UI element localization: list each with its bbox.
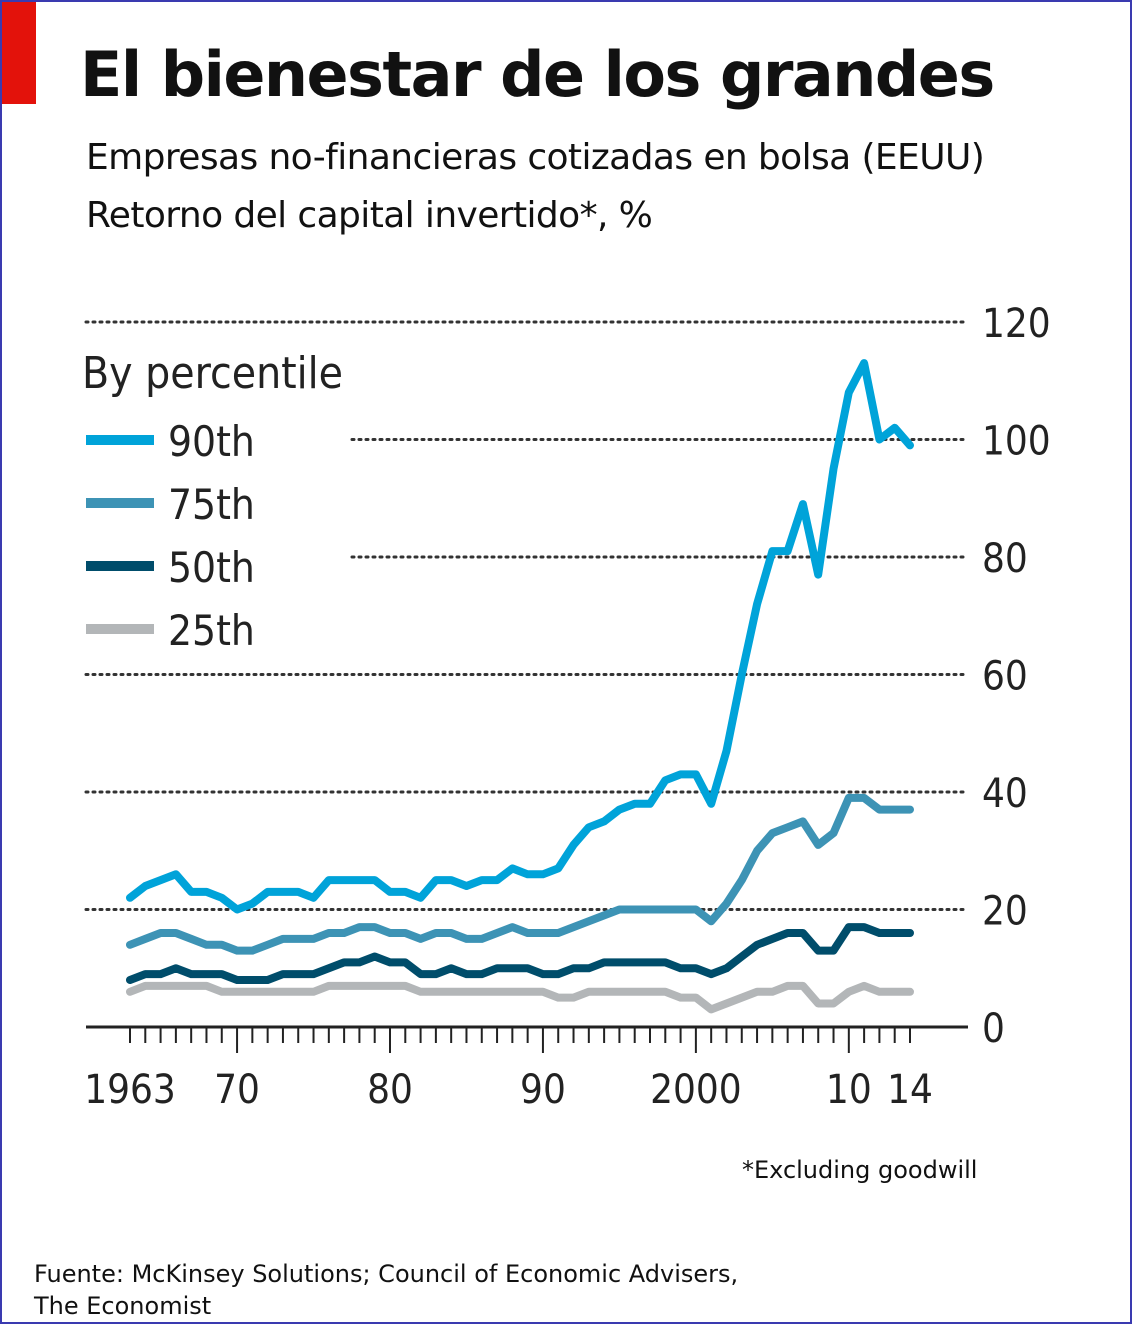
x-tick-label-1963: 1963 (84, 1067, 176, 1113)
x-tick-label-14: 14 (887, 1067, 933, 1113)
legend-label-75th: 75th (168, 480, 255, 529)
footnote: *Excluding goodwill (742, 1156, 978, 1184)
brand-accent-bar (2, 2, 36, 104)
series-line-50th (126, 923, 914, 984)
chart-title: El bienestar de los grandes (80, 38, 995, 111)
source-note: Fuente: McKinsey Solutions; Council of E… (34, 1258, 738, 1323)
x-tick-label-80: 80 (367, 1067, 413, 1113)
x-tick-label-70: 70 (214, 1067, 260, 1113)
y-tick-label-120: 120 (982, 301, 1051, 347)
legend-label-50th: 50th (168, 543, 255, 592)
legend-label-25th: 25th (168, 606, 255, 655)
x-tick-label-90: 90 (520, 1067, 566, 1113)
y-tick-label-80: 80 (982, 536, 1028, 582)
source-line-1: Fuente: McKinsey Solutions; Council of E… (34, 1260, 739, 1288)
y-tick-label-20: 20 (982, 889, 1028, 935)
series-line-90th (126, 359, 914, 914)
y-tick-label-60: 60 (982, 654, 1028, 700)
y-tick-label-40: 40 (982, 771, 1028, 817)
chart-subtitle-1: Empresas no-financieras cotizadas en bol… (86, 137, 985, 178)
series-line-75th (126, 793, 914, 955)
x-tick-label-10: 10 (826, 1067, 872, 1113)
source-line-2: The Economist (34, 1292, 212, 1321)
series-line-25th (126, 981, 914, 1014)
legend-title: By percentile (82, 348, 343, 399)
legend-label-90th: 90th (168, 417, 255, 466)
y-tick-label-0: 0 (982, 1006, 1005, 1052)
chart-subtitle-2: Retorno del capital invertido*, % (86, 195, 653, 236)
y-tick-label-100: 100 (982, 419, 1051, 465)
x-tick-label-2000: 2000 (650, 1067, 742, 1113)
